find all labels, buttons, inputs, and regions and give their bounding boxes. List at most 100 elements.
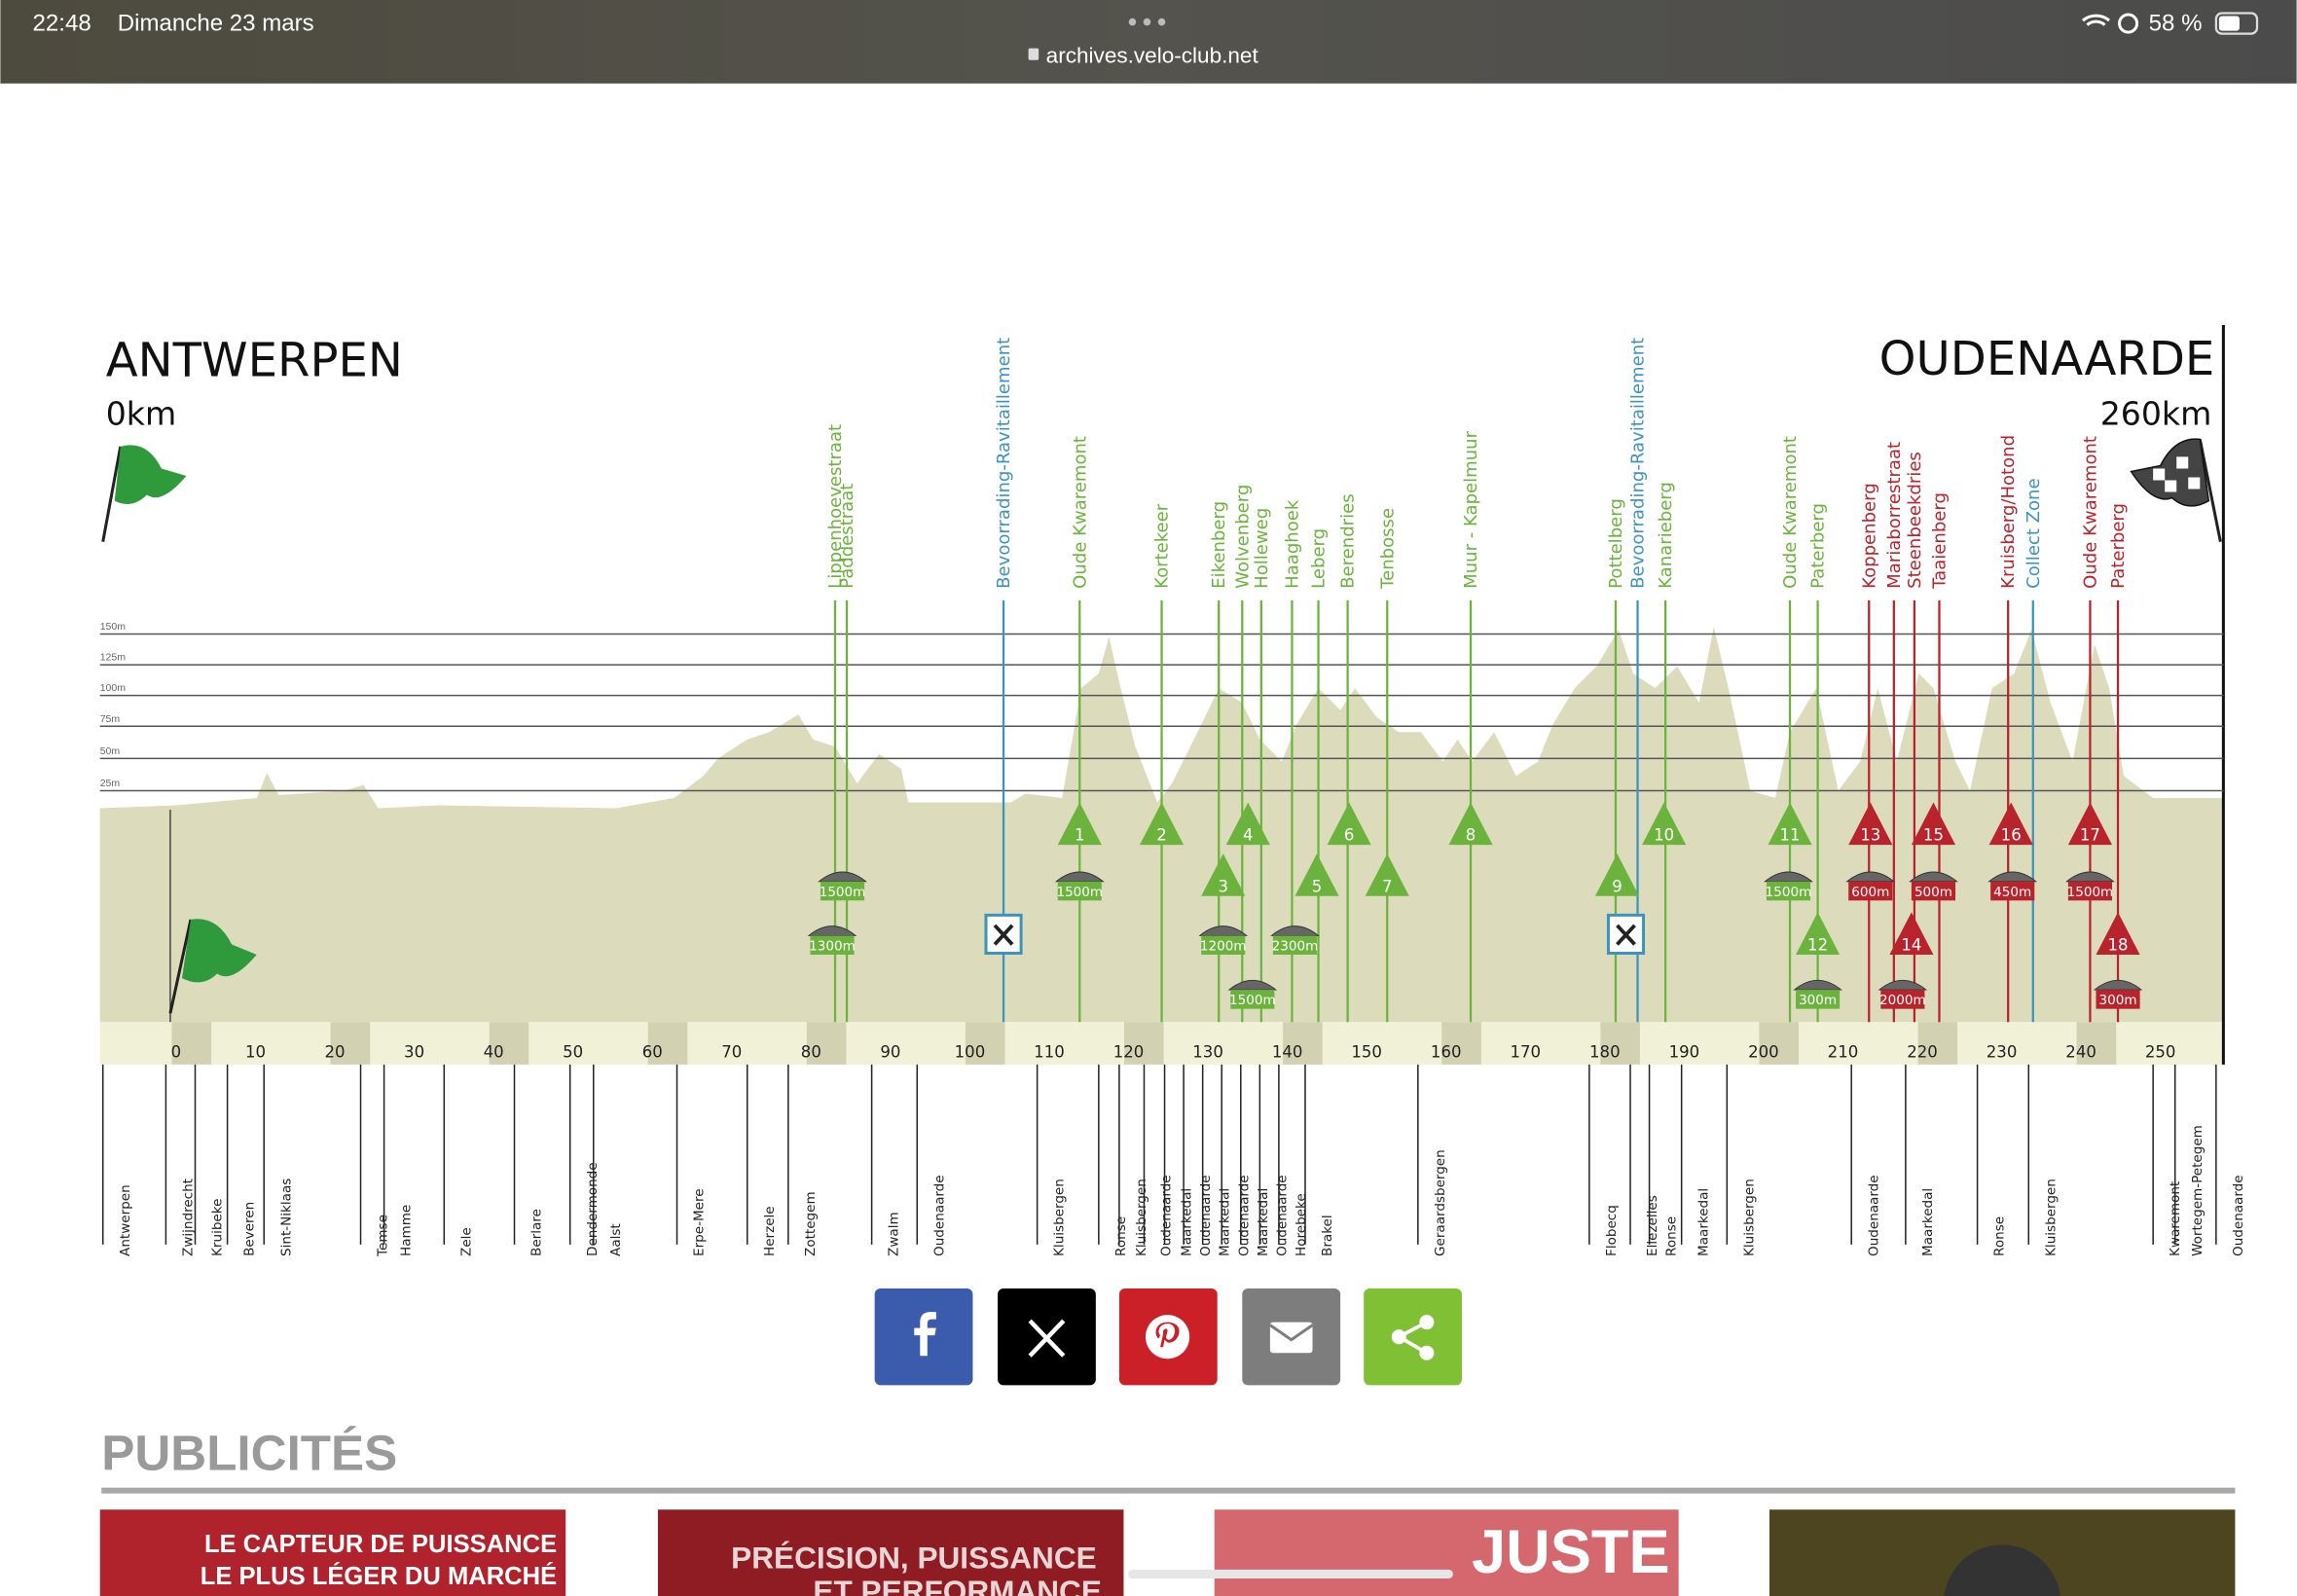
climb-triangle — [1139, 802, 1185, 846]
share-buttons — [874, 1288, 1462, 1386]
town-name: Ronse — [1664, 1216, 1680, 1256]
climb-name: Oude Kwaremont — [1070, 436, 1090, 589]
climb-triangle — [1911, 802, 1956, 846]
km-band — [171, 1022, 212, 1065]
ad[interactable] — [1214, 1509, 1679, 1596]
climb-name: Paterberg — [2108, 503, 2129, 589]
finish-km: 260km — [2100, 394, 2212, 432]
climb-triangle — [1642, 802, 1687, 846]
town-name: Kluisbergen — [1052, 1179, 1068, 1256]
ad[interactable] — [657, 1509, 1124, 1596]
km-label: 50 — [563, 1042, 583, 1061]
sector-box — [1766, 881, 1811, 901]
town-name: Herzele — [762, 1206, 778, 1256]
town-name: Maarkedal — [1180, 1188, 1195, 1256]
climb-number: 12 — [1807, 935, 1828, 954]
town-name: Ronse — [1992, 1216, 2008, 1256]
altitude-label: 100m — [100, 682, 127, 694]
climb-triangle — [1448, 802, 1493, 846]
town-name: Wortegem-Petegem — [2190, 1125, 2206, 1256]
climb-name: Leberg — [1309, 528, 1330, 589]
town-name: Oudenaarde — [2231, 1175, 2246, 1256]
climb-triangle — [1889, 912, 1934, 955]
sector-label: 1300m — [809, 938, 856, 954]
sector-label: 1500m — [2067, 885, 2114, 900]
town-name: Ronse — [1113, 1216, 1129, 1256]
climb-number: 18 — [2108, 935, 2129, 954]
sector-box — [2067, 881, 2113, 901]
climb-name: Mariaborrestraat — [1884, 442, 1905, 589]
cobble-icon — [1909, 871, 1958, 883]
town-name: Kluisbergen — [1134, 1179, 1149, 1256]
km-label: 230 — [1987, 1042, 2018, 1061]
climb-name: Haaghoek — [1282, 499, 1302, 589]
climb-number: 13 — [1860, 826, 1880, 845]
km-band — [489, 1022, 529, 1065]
climb-number: 10 — [1654, 826, 1674, 845]
sector-label: 500m — [1914, 885, 1952, 900]
town-name: Beveren — [242, 1202, 258, 1256]
lock-icon — [1028, 48, 1039, 60]
town-name: Sint-Niklaas — [278, 1179, 294, 1256]
km-band — [647, 1022, 688, 1065]
km-label: 60 — [642, 1042, 663, 1061]
km-band — [2076, 1022, 2117, 1065]
climb-name: Taaienberg — [1929, 492, 1950, 590]
km-label: 30 — [404, 1042, 424, 1061]
km-label: 80 — [801, 1042, 821, 1061]
climb-triangle — [1796, 912, 1841, 955]
climb-triangle — [1327, 802, 1371, 846]
town-name: Flobecq — [1604, 1205, 1620, 1256]
km-label: 100 — [955, 1042, 986, 1061]
climb-number: 3 — [1218, 877, 1228, 895]
town-name: Oudenaarde — [931, 1175, 947, 1256]
town-name: Horebeke — [1294, 1193, 1309, 1256]
km-label: 240 — [2065, 1042, 2096, 1061]
km-label: 40 — [484, 1042, 504, 1061]
green-flag — [168, 919, 257, 1014]
climb-triangle — [1225, 802, 1270, 846]
climb-triangle — [1201, 853, 1246, 896]
town-name: Kluisbergen — [1741, 1179, 1757, 1256]
climb-name: Pottelberg — [1606, 498, 1626, 589]
home-indicator — [1127, 1569, 1453, 1578]
climb-name: Lippenhoevestraat — [825, 424, 846, 589]
battery-text: 58 % — [2149, 11, 2203, 37]
town-name: Erpe-Mere — [692, 1188, 708, 1256]
climb-number: 1 — [1075, 826, 1085, 845]
wifi-icon — [2081, 14, 2110, 26]
km-label: 130 — [1192, 1042, 1223, 1061]
km-band — [1124, 1022, 1164, 1065]
race-profile: ANTWERPEN 0km OUDENAARDE 260km 150m125m1… — [99, 322, 2246, 1257]
sector-box — [810, 935, 855, 955]
town-name: Zottegem — [803, 1191, 819, 1256]
cobble-icon — [818, 871, 867, 883]
email-icon — [1269, 1322, 1313, 1354]
climb-triangle — [1848, 802, 1893, 846]
share-button[interactable] — [1364, 1288, 1462, 1386]
town-name: Kluisbergen — [2043, 1179, 2059, 1256]
sector-box — [1201, 935, 1246, 955]
climb-number: 16 — [2001, 826, 2022, 845]
climb-number: 7 — [1382, 877, 1393, 895]
altitude-label: 75m — [100, 713, 121, 725]
town-name: Maarkedal — [1218, 1188, 1233, 1256]
cobble-icon — [1270, 925, 1320, 936]
x-icon — [1028, 1319, 1066, 1358]
start-name: ANTWERPEN — [106, 334, 403, 388]
ad-text: LE PLUS LÉGER DU MARCHÉ — [201, 1562, 557, 1590]
cobble-icon — [2065, 871, 2115, 883]
altitude-label: 50m — [100, 745, 121, 757]
climb-name: Oude Kwaremont — [1780, 436, 1801, 589]
town-name: Hamme — [399, 1205, 415, 1256]
km-label: 170 — [1510, 1042, 1541, 1061]
sector-label: 300m — [1799, 993, 1837, 1008]
town-name: Antwerpen — [118, 1184, 133, 1256]
ad[interactable] — [99, 1509, 566, 1596]
town-name: Dendermonde — [585, 1162, 601, 1256]
ad-image — [1944, 1544, 2060, 1596]
url[interactable]: archives.velo-club.net — [1046, 44, 1259, 68]
climb-name: Tenbosse — [1377, 508, 1398, 590]
ad-text: ET PERFORMANCE — [813, 1574, 1101, 1596]
climb-name: Berendries — [1338, 493, 1359, 588]
